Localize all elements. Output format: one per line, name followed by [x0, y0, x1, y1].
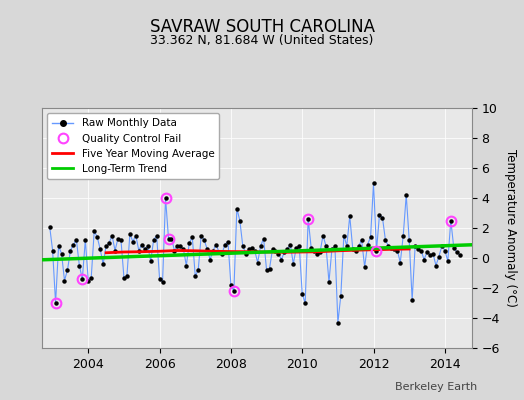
Text: 33.362 N, 81.684 W (United States): 33.362 N, 81.684 W (United States) [150, 34, 374, 47]
Text: SAVRAW SOUTH CAROLINA: SAVRAW SOUTH CAROLINA [149, 18, 375, 36]
Text: Berkeley Earth: Berkeley Earth [395, 382, 477, 392]
Legend: Raw Monthly Data, Quality Control Fail, Five Year Moving Average, Long-Term Tren: Raw Monthly Data, Quality Control Fail, … [47, 113, 220, 179]
Text: Temperature Anomaly (°C): Temperature Anomaly (°C) [505, 149, 517, 307]
